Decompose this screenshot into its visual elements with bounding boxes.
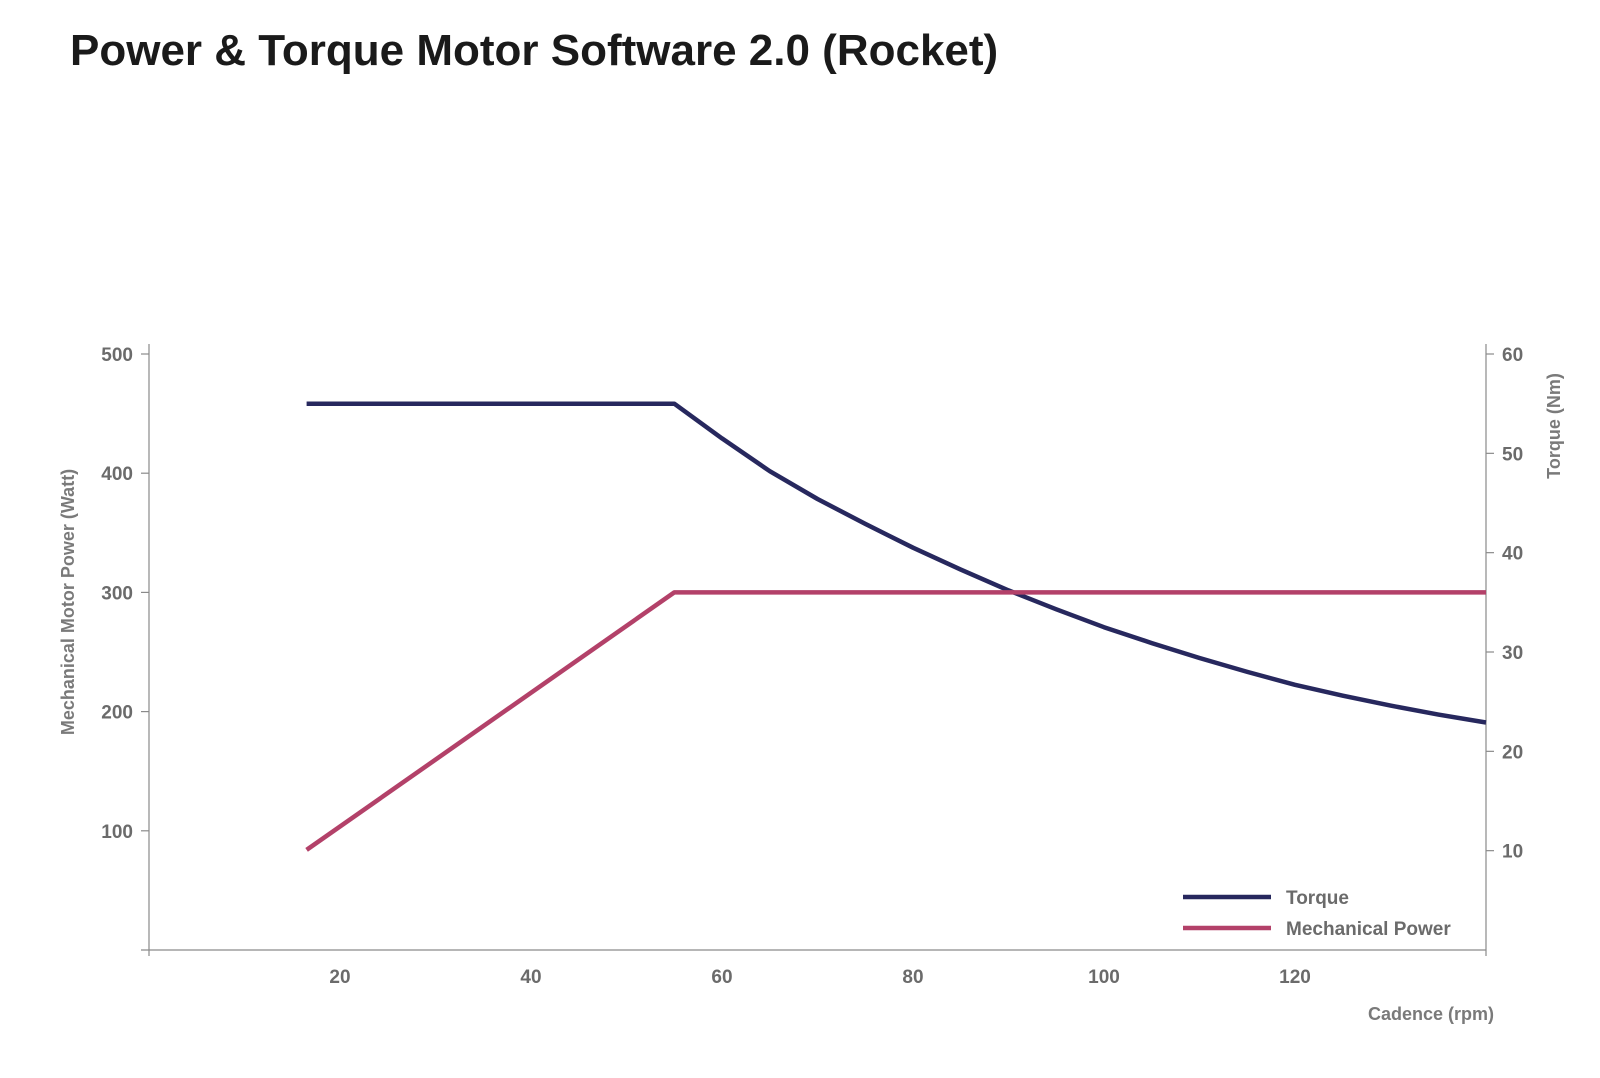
y-right-tick-label: 30	[1502, 643, 1523, 664]
x-tick-label: 80	[902, 967, 923, 988]
y-left-tick-label: 300	[101, 583, 133, 604]
y-right-tick-label: 10	[1502, 842, 1523, 863]
y-left-tick-label: 200	[101, 703, 133, 724]
y-left-tick-label: 400	[101, 464, 133, 485]
x-tick-label: 120	[1279, 967, 1311, 988]
torque-line	[306, 401, 1487, 725]
y-right-axis-title: Torque (Nm)	[1544, 373, 1564, 479]
y-left-tick-label: 100	[101, 822, 133, 843]
chart-title: Power & Torque Motor Software 2.0 (Rocke…	[70, 26, 999, 75]
x-tick-label: 60	[711, 967, 732, 988]
y-left-axis-title: Mechanical Motor Power (Watt)	[58, 469, 78, 735]
y-left-tick-label: 500	[101, 345, 133, 366]
legend: Torque Mechanical Power	[1183, 888, 1451, 940]
legend-label-mechanical-power: Mechanical Power	[1286, 919, 1451, 940]
series-layer	[305, 401, 1487, 852]
x-tick-label: 20	[329, 967, 350, 988]
x-tick-label: 40	[520, 967, 541, 988]
mechanical-power-line	[305, 590, 1486, 852]
axes: 100 200 300 400 500 10 20 30 40 50 60 20 40 60 80 100 12…	[58, 344, 1564, 1024]
y-right-tick-label: 50	[1502, 444, 1523, 465]
x-axis-title: Cadence (rpm)	[1368, 1004, 1494, 1024]
y-right-tick-label: 40	[1502, 544, 1523, 565]
x-tick-label: 100	[1088, 967, 1120, 988]
legend-label-torque: Torque	[1286, 888, 1349, 909]
y-right-tick-label: 20	[1502, 742, 1523, 763]
y-right-tick-label: 60	[1502, 345, 1523, 366]
